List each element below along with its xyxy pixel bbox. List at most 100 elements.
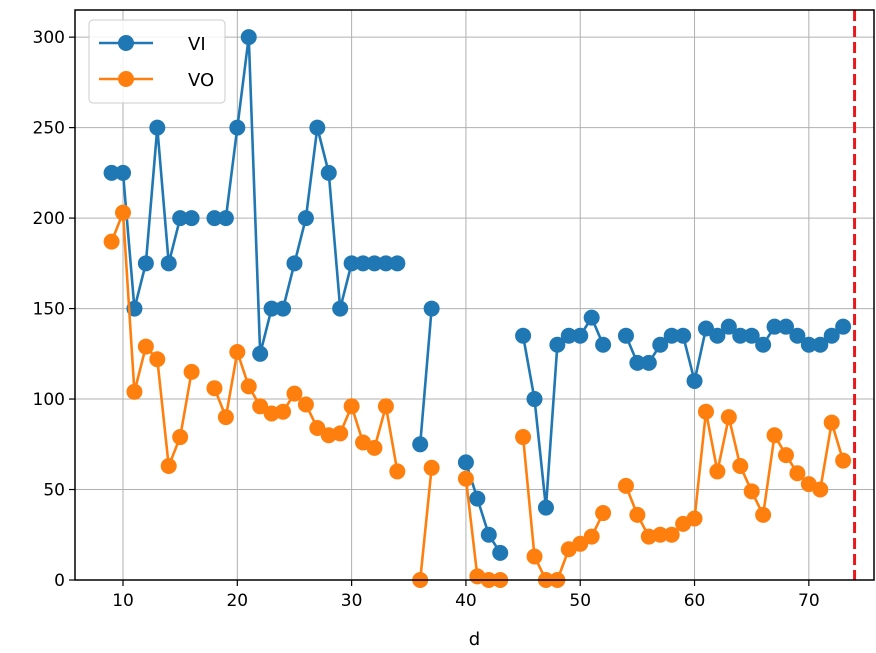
data-point	[377, 398, 394, 415]
data-point	[297, 210, 314, 227]
x-tick-label: 60	[684, 591, 706, 611]
data-point	[149, 351, 166, 368]
series-line	[418, 467, 433, 581]
data-point	[423, 300, 440, 317]
x-axis-ticks: 10 20 30 40 50 60 70	[112, 580, 820, 611]
data-point	[252, 345, 269, 362]
data-point	[732, 458, 749, 474]
data-point	[629, 506, 646, 523]
data-point	[572, 327, 589, 344]
legend-label: VI	[188, 34, 206, 55]
data-point	[172, 210, 189, 227]
data-point	[480, 526, 497, 543]
data-point	[457, 454, 474, 471]
plot-frame	[74, 9, 875, 581]
y-tick-label: 150	[33, 300, 65, 320]
x-tick-label: 20	[226, 591, 248, 611]
data-point	[172, 429, 189, 446]
data-point	[309, 119, 326, 136]
data-point	[755, 336, 772, 353]
data-point	[492, 544, 509, 561]
data-point	[183, 363, 200, 380]
series-vi	[103, 29, 852, 561]
data-point	[812, 481, 829, 498]
data-point	[412, 436, 429, 453]
data-point	[537, 499, 554, 516]
y-tick-label: 200	[33, 209, 65, 229]
data-point	[640, 354, 657, 371]
data-point	[572, 535, 589, 552]
legend-label: VO	[188, 70, 214, 91]
data-point	[812, 336, 829, 353]
legend-marker	[118, 35, 134, 51]
data-point	[583, 528, 600, 545]
data-point	[206, 210, 223, 227]
data-point	[686, 372, 703, 389]
data-point	[675, 327, 692, 344]
data-point	[515, 327, 532, 344]
data-point	[377, 255, 394, 272]
data-point	[652, 336, 669, 353]
data-point	[629, 354, 646, 371]
data-point	[183, 210, 200, 227]
data-point	[263, 300, 280, 317]
data-point	[366, 439, 383, 456]
data-point	[743, 483, 760, 500]
data-point	[663, 327, 680, 344]
data-point	[160, 458, 177, 474]
data-point	[252, 398, 269, 415]
data-point	[126, 383, 143, 400]
data-point	[137, 255, 154, 272]
legend: VI VO	[88, 19, 226, 104]
data-point	[663, 526, 680, 543]
data-point	[823, 327, 840, 344]
data-point	[115, 204, 132, 221]
data-point	[617, 477, 634, 494]
data-point	[743, 327, 760, 344]
y-axis-ticks: 0 50 100 150 200 250 300	[33, 28, 75, 591]
data-point	[617, 327, 634, 344]
y-tick-label: 50	[43, 481, 65, 501]
data-point	[652, 526, 669, 543]
data-point	[229, 344, 246, 360]
data-point	[286, 385, 303, 402]
data-point	[137, 338, 154, 355]
data-point	[526, 548, 543, 565]
data-point	[709, 463, 726, 480]
data-point	[766, 318, 783, 335]
data-point	[355, 255, 372, 272]
x-tick-label: 40	[455, 591, 477, 611]
data-point	[720, 409, 737, 426]
y-tick-label: 0	[54, 571, 65, 591]
data-point	[423, 459, 440, 476]
x-tick-label: 30	[341, 591, 363, 611]
x-tick-label: 10	[112, 591, 134, 611]
data-point	[160, 255, 177, 272]
data-point	[835, 452, 852, 469]
data-point	[297, 396, 314, 413]
data-point	[309, 420, 326, 436]
y-tick-label: 300	[33, 28, 65, 48]
data-point	[366, 255, 383, 272]
data-point	[777, 318, 794, 335]
x-tick-label: 70	[798, 591, 820, 611]
data-point	[217, 409, 234, 426]
data-point	[766, 427, 783, 444]
data-point	[457, 470, 474, 487]
data-point	[240, 378, 257, 395]
y-tick-label: 100	[33, 390, 65, 410]
x-tick-label: 50	[569, 591, 591, 611]
data-point	[332, 300, 349, 317]
data-point	[206, 380, 223, 397]
data-point	[789, 327, 806, 344]
data-point	[286, 255, 303, 272]
data-point	[835, 318, 852, 335]
data-point	[595, 336, 612, 353]
data-point	[755, 506, 772, 523]
data-point	[720, 318, 737, 335]
data-point	[732, 327, 749, 344]
data-point	[697, 403, 714, 420]
data-point	[709, 327, 726, 344]
data-point	[469, 490, 486, 507]
